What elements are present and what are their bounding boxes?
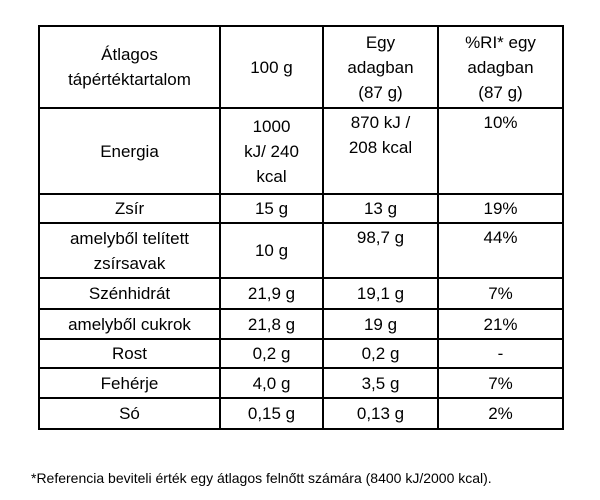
table-row-cukrok: amelyből cukrok 21,8 g 19 g 21% <box>38 308 564 340</box>
value-feherje-ri: 7% <box>437 367 564 399</box>
table-row-so: Só 0,15 g 0,13 g 2% <box>38 397 564 430</box>
value-szenhidrat-per-100g: 21,9 g <box>219 277 324 310</box>
nutrition-facts-table: Átlagos tápértéktartalom 100 g Egy adagb… <box>38 25 564 430</box>
row-label-szenhidrat: Szénhidrát <box>38 277 221 310</box>
table-row-energia: Energia 1000 kJ/ 240 kcal 870 kJ / 208 k… <box>38 107 564 195</box>
header-nutrient-label: Átlagos tápértéktartalom <box>38 25 221 109</box>
value-cukrok-per-serving: 19 g <box>322 308 439 340</box>
value-feherje-per-serving: 3,5 g <box>322 367 439 399</box>
row-label-energia: Energia <box>38 107 221 195</box>
value-so-per-100g: 0,15 g <box>219 397 324 430</box>
reference-intake-footnote: *Referencia beviteli érték egy átlagos f… <box>31 470 492 486</box>
value-szenhidrat-ri: 7% <box>437 277 564 310</box>
value-rost-per-100g: 0,2 g <box>219 338 324 369</box>
table-row-feherje: Fehérje 4,0 g 3,5 g 7% <box>38 367 564 399</box>
value-zsirsavak-ri: 44% <box>437 222 564 279</box>
value-so-ri: 2% <box>437 397 564 430</box>
row-label-telitett-zsirsavak: amelyből telített zsírsavak <box>38 222 221 279</box>
value-cukrok-per-100g: 21,8 g <box>219 308 324 340</box>
value-cukrok-ri: 21% <box>437 308 564 340</box>
table-row-zsir: Zsír 15 g 13 g 19% <box>38 193 564 224</box>
value-szenhidrat-per-serving: 19,1 g <box>322 277 439 310</box>
value-energia-per-serving: 870 kJ / 208 kcal <box>322 107 439 195</box>
value-zsirsavak-per-serving: 98,7 g <box>322 222 439 279</box>
table-row-telitett-zsirsavak: amelyből telített zsírsavak 10 g 98,7 g … <box>38 222 564 279</box>
value-energia-ri: 10% <box>437 107 564 195</box>
header-ri-percent: %RI* egy adagban (87 g) <box>437 25 564 109</box>
row-label-so: Só <box>38 397 221 430</box>
value-so-per-serving: 0,13 g <box>322 397 439 430</box>
row-label-feherje: Fehérje <box>38 367 221 399</box>
value-zsir-per-100g: 15 g <box>219 193 324 224</box>
row-label-zsir: Zsír <box>38 193 221 224</box>
header-per-100g: 100 g <box>219 25 324 109</box>
table-row-szenhidrat: Szénhidrát 21,9 g 19,1 g 7% <box>38 277 564 310</box>
row-label-rost: Rost <box>38 338 221 369</box>
row-label-cukrok: amelyből cukrok <box>38 308 221 340</box>
value-zsir-per-serving: 13 g <box>322 193 439 224</box>
value-zsir-ri: 19% <box>437 193 564 224</box>
value-energia-per-100g: 1000 kJ/ 240 kcal <box>219 107 324 195</box>
value-rost-per-serving: 0,2 g <box>322 338 439 369</box>
header-per-serving: Egy adagban (87 g) <box>322 25 439 109</box>
value-zsirsavak-per-100g: 10 g <box>219 222 324 279</box>
table-row-rost: Rost 0,2 g 0,2 g - <box>38 338 564 369</box>
value-feherje-per-100g: 4,0 g <box>219 367 324 399</box>
header-row: Átlagos tápértéktartalom 100 g Egy adagb… <box>38 25 564 109</box>
value-rost-ri: - <box>437 338 564 369</box>
